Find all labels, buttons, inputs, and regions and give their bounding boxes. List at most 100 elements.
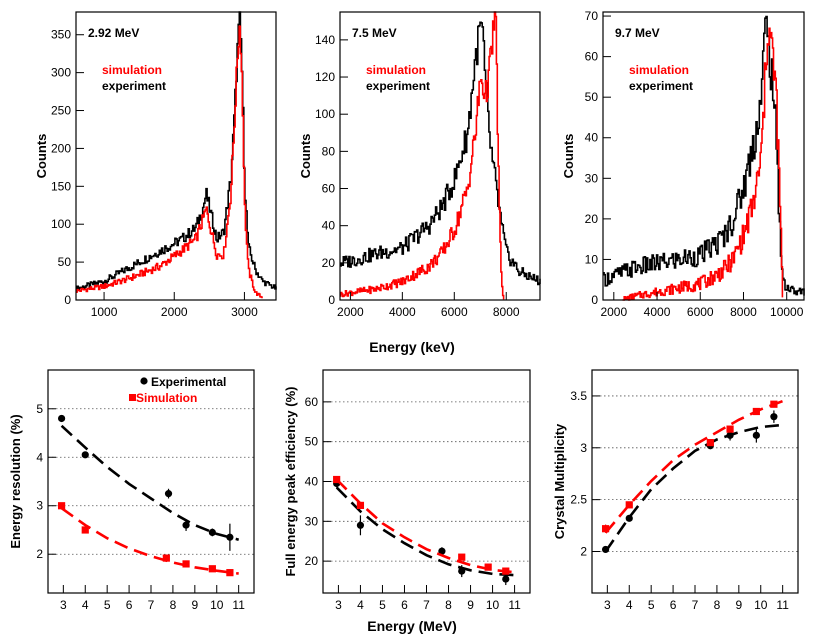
y-tick-label: 60: [305, 395, 319, 409]
data-point-simulation: [356, 501, 365, 509]
data-point-experimental: [438, 547, 446, 555]
data-point-simulation: [57, 502, 66, 510]
x-tick-label: 8: [170, 598, 177, 612]
y-tick-label: 60: [322, 182, 336, 196]
plot-frame: [322, 369, 531, 594]
data-point-experimental: [458, 567, 466, 575]
plot-frame: [591, 369, 799, 594]
x-tick-label: 2000: [337, 305, 364, 319]
fit-curve-simulation: [60, 507, 239, 575]
data-point-simulation: [162, 554, 170, 562]
energy-label: 7.5 MeV: [352, 26, 397, 40]
data-point-simulation: [502, 567, 510, 575]
x-tick-label: 5: [648, 598, 655, 612]
y-tick-label: 100: [315, 107, 335, 121]
y-tick-label: 3.5: [570, 389, 587, 403]
x-tick-label: 8000: [730, 305, 757, 319]
x-tick-label: 7: [423, 598, 430, 612]
x-tick-label: 7: [148, 598, 155, 612]
data-point-experimental: [57, 414, 66, 423]
panel-5: 20 30 40 50 60 3 4 5 6 7 8 9 10 11 Full energy peak ef…: [283, 369, 531, 612]
y-tick-label: 40: [305, 475, 319, 489]
x-tick-label: 9: [735, 598, 742, 612]
y-tick-label: 300: [51, 66, 71, 80]
legend-marker-simulation: [129, 394, 136, 401]
y-tick-label: 250: [51, 104, 71, 118]
panel-1: 2.92 MeV simulation experiment 0 50 100 150 200…: [34, 11, 277, 319]
y-tick-label: 30: [305, 514, 319, 528]
legend-simulation: simulation: [102, 63, 162, 77]
legend-experimental: Experimental: [151, 375, 226, 389]
x-tick-label: 6: [401, 598, 408, 612]
x-tick-label: 8: [445, 598, 452, 612]
top-x-axis-label: Energy (keV): [369, 339, 455, 355]
x-tick-label: 6000: [441, 305, 468, 319]
y-tick-label: 120: [315, 70, 335, 84]
fit-curve-experimental: [60, 424, 240, 541]
x-tick-label: 6: [126, 598, 133, 612]
y-axis-label: Energy resolution (%): [8, 414, 23, 548]
x-tick-label: 2000: [600, 305, 627, 319]
x-tick-label: 11: [508, 598, 521, 612]
series-line-simulation: [76, 25, 263, 299]
y-axis-label: Crystal Multiplicity: [552, 423, 567, 539]
data-point-experimental: [208, 528, 216, 537]
x-tick-label: 10000: [770, 305, 804, 319]
y-axis-label: Counts: [561, 134, 576, 179]
y-axis-label: Full energy peak efficiency (%): [283, 386, 298, 576]
x-tick-label: 5: [104, 598, 111, 612]
y-tick-label: 30: [585, 171, 599, 185]
y-tick-label: 50: [58, 255, 72, 269]
x-tick-label: 3: [60, 598, 67, 612]
y-tick-label: 350: [51, 28, 71, 42]
data-point-simulation: [182, 560, 190, 568]
series-line-experiment: [76, 11, 277, 292]
x-tick-label: 3: [335, 598, 342, 612]
x-tick-label: 3: [604, 598, 611, 612]
y-tick-label: 140: [315, 33, 335, 47]
series-line-simulation: [622, 27, 784, 301]
y-tick-label: 70: [585, 9, 599, 23]
y-tick-label: 200: [51, 141, 71, 155]
data-point-experimental: [81, 451, 89, 459]
data-point-experimental: [164, 490, 173, 498]
bottom-x-axis-label: Energy (MeV): [367, 618, 456, 634]
x-tick-label: 11: [232, 598, 245, 612]
x-tick-label: 1000: [91, 305, 118, 319]
legend-experiment: experiment: [366, 79, 430, 93]
y-tick-label: 100: [51, 217, 71, 231]
series-line-experiment: [340, 21, 541, 286]
data-point-simulation: [726, 425, 734, 433]
plot-frame: [75, 11, 277, 301]
series-line-simulation: [340, 11, 505, 300]
series-line-experiment: [603, 15, 805, 296]
y-tick-label: 80: [322, 144, 336, 158]
y-tick-label: 0: [328, 293, 335, 307]
data-point-simulation: [208, 565, 216, 573]
y-tick-label: 3: [580, 441, 587, 455]
x-tick-label: 4: [357, 598, 364, 612]
y-tick-label: 40: [322, 219, 336, 233]
data-point-experimental: [601, 545, 610, 554]
data-point-simulation: [706, 439, 714, 447]
y-tick-label: 4: [36, 450, 43, 464]
data-point-experimental: [752, 431, 760, 439]
panel-2: 7.5 MeV simulation experiment 0 20 40 60 80 100 1…: [298, 11, 541, 319]
x-tick-label: 6: [670, 598, 677, 612]
energy-label: 2.92 MeV: [88, 26, 139, 40]
y-tick-label: 40: [585, 131, 599, 145]
y-tick-label: 2: [36, 547, 43, 561]
panel-6: 2 2.5 3 3.5 3 4 5 6 7 8 9 10 11 Crystal Multiplicity: [552, 369, 799, 612]
x-tick-label: 10: [754, 598, 768, 612]
x-tick-label: 9: [191, 598, 198, 612]
y-axis-label: Counts: [298, 134, 313, 179]
data-point-experimental: [356, 521, 365, 529]
y-tick-label: 50: [305, 435, 319, 449]
data-point-simulation: [770, 400, 778, 408]
y-tick-label: 20: [305, 554, 319, 568]
legend-marker-experimental: [140, 377, 148, 385]
data-point-simulation: [484, 563, 492, 571]
x-tick-label: 4: [82, 598, 89, 612]
y-tick-label: 10: [585, 252, 599, 266]
